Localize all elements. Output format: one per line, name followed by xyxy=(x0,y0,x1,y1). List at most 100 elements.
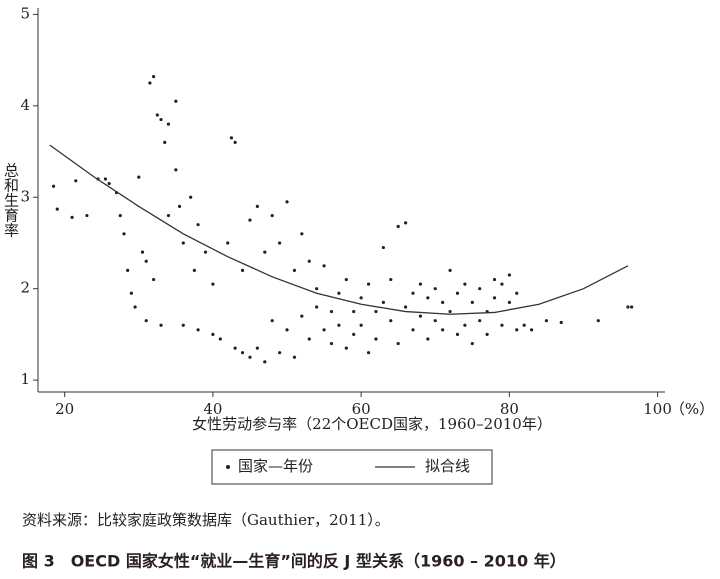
data-point xyxy=(240,351,245,355)
data-point xyxy=(426,296,430,300)
data-point xyxy=(492,277,497,282)
data-point xyxy=(163,140,167,144)
data-point xyxy=(177,204,182,208)
data-point xyxy=(470,300,474,304)
data-point xyxy=(478,287,482,291)
data-point xyxy=(455,291,460,295)
data-point xyxy=(404,221,408,225)
data-point xyxy=(515,291,519,295)
data-point xyxy=(596,319,600,323)
data-point xyxy=(396,341,400,346)
data-point xyxy=(381,245,385,250)
data-point xyxy=(396,224,400,229)
data-point xyxy=(374,337,378,341)
data-point xyxy=(70,215,74,219)
data-point xyxy=(270,213,274,218)
data-point xyxy=(411,328,415,332)
data-point xyxy=(329,309,334,314)
data-point xyxy=(544,319,549,323)
data-point xyxy=(155,113,159,117)
data-point xyxy=(166,122,171,126)
data-point xyxy=(226,241,230,245)
data-point xyxy=(352,309,356,314)
data-point xyxy=(148,81,152,85)
data-point xyxy=(174,168,178,172)
x-tick-label: 20 xyxy=(55,400,74,418)
data-point xyxy=(292,268,297,272)
data-point xyxy=(381,300,385,304)
data-point xyxy=(522,323,526,327)
data-point xyxy=(463,282,467,286)
data-point xyxy=(344,277,348,282)
data-point xyxy=(315,287,319,291)
data-point xyxy=(352,332,356,336)
data-point xyxy=(278,241,282,245)
x-tick-label: 80 xyxy=(500,400,519,418)
x-axis-label: 女性劳动参与率（22个OECD国家，1960–2010年） xyxy=(192,415,552,433)
data-point xyxy=(359,296,363,300)
data-point xyxy=(322,264,326,268)
data-point xyxy=(374,309,378,314)
data-point xyxy=(278,351,282,355)
y-tick-label: 3 xyxy=(20,187,30,205)
data-point xyxy=(389,277,393,282)
data-point xyxy=(74,179,78,183)
data-point xyxy=(285,328,289,332)
data-point xyxy=(51,184,56,188)
data-point xyxy=(211,332,215,336)
data-point xyxy=(448,268,452,272)
data-point xyxy=(133,305,137,309)
data-point xyxy=(174,99,178,103)
data-point xyxy=(263,360,267,364)
data-point xyxy=(366,282,371,286)
data-point xyxy=(218,337,222,341)
data-point xyxy=(463,323,467,327)
data-point xyxy=(307,337,311,341)
data-point xyxy=(411,291,415,295)
data-point xyxy=(144,319,148,323)
data-point xyxy=(229,136,234,140)
data-point xyxy=(337,291,341,295)
data-point xyxy=(263,250,267,254)
data-point xyxy=(485,332,489,336)
source: 资料来源：比较家庭政策数据库（Gauthier，2011）。 xyxy=(22,511,390,529)
data-point xyxy=(211,282,215,286)
data-point xyxy=(137,175,141,179)
caption: 图 3 OECD 国家女性“就业—生育”间的反 J 型关系（1960 – 201… xyxy=(22,552,566,571)
data-point xyxy=(152,74,156,79)
data-point xyxy=(300,314,304,318)
data-point xyxy=(118,213,122,218)
data-point xyxy=(203,250,208,254)
data-point xyxy=(315,305,319,309)
data-point xyxy=(85,213,89,218)
data-point xyxy=(404,305,408,309)
data-point xyxy=(559,320,563,325)
data-point xyxy=(140,250,145,254)
data-point xyxy=(166,213,171,218)
data-point xyxy=(507,300,511,304)
data-point xyxy=(144,259,148,263)
legend-label: 拟合线 xyxy=(425,457,470,475)
legend-label: 国家—年份 xyxy=(238,457,313,475)
data-point xyxy=(103,177,108,181)
data-point xyxy=(233,346,237,350)
data-point xyxy=(196,223,200,227)
y-tick-label: 1 xyxy=(20,370,30,388)
data-point xyxy=(107,181,111,186)
data-point xyxy=(329,341,334,346)
data-point xyxy=(159,323,163,327)
data-point xyxy=(181,241,185,245)
data-point xyxy=(126,268,130,272)
data-point xyxy=(159,117,163,122)
y-axis-label: 总和生育率 xyxy=(2,163,20,238)
data-point xyxy=(500,323,504,327)
data-point xyxy=(192,268,196,272)
data-point xyxy=(418,314,423,318)
data-point xyxy=(529,328,534,332)
data-point xyxy=(389,319,393,323)
data-point xyxy=(255,346,259,350)
data-point xyxy=(152,277,156,282)
legend-box xyxy=(211,449,493,485)
data-point xyxy=(55,207,59,211)
